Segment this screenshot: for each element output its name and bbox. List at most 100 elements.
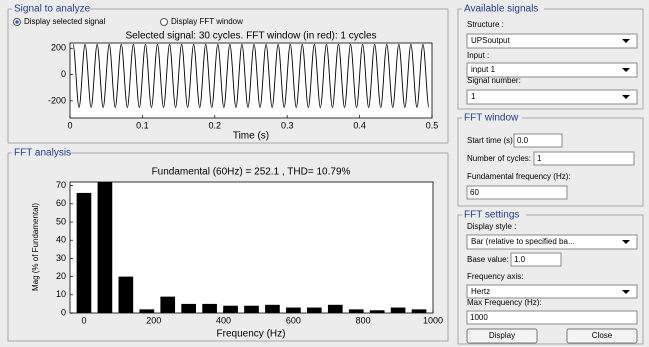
display-button[interactable] <box>466 328 538 344</box>
bar <box>327 304 343 313</box>
dropdown-arrow <box>622 68 630 72</box>
text-field[interactable] <box>533 151 635 166</box>
bar <box>97 182 113 313</box>
field-label: Max Frequency (Hz): <box>467 298 542 307</box>
panel-title: Available signals <box>464 4 538 15</box>
panel-border <box>7 8 449 144</box>
text-field[interactable] <box>466 310 638 325</box>
text-field[interactable] <box>510 252 562 267</box>
bar <box>348 309 364 313</box>
panel-border <box>457 117 644 207</box>
bar <box>265 304 280 313</box>
field-label: Structure : <box>467 20 504 29</box>
field-label: Signal number: <box>467 76 521 85</box>
panel-title: Signal to analyze <box>14 4 91 15</box>
y-tick-label: 40 <box>56 235 66 245</box>
dropdown[interactable] <box>466 234 638 250</box>
panel-title: FFT analysis <box>14 148 71 159</box>
bar <box>390 307 406 313</box>
x-tick-label: 0.4 <box>353 120 366 130</box>
x-tick-label: 0.1 <box>136 120 149 130</box>
x-tick-label: 0.5 <box>426 120 439 130</box>
field-value: 1000 <box>470 313 488 322</box>
panel-title: FFT settings <box>464 210 519 221</box>
y-tick-label: 200 <box>51 43 66 53</box>
text-field[interactable] <box>513 133 563 148</box>
field-label: Fundamental frequency (Hz): <box>467 172 571 181</box>
y-tick-label: -200 <box>48 95 66 105</box>
radio-label: Display selected signal <box>24 17 106 26</box>
bar <box>223 305 238 313</box>
dropdown-arrow <box>622 39 630 43</box>
y-tick-label: 20 <box>56 271 66 281</box>
field-value: 1.0 <box>514 255 526 264</box>
dropdown-arrow <box>622 240 630 244</box>
x-tick-label: 800 <box>356 315 371 325</box>
x-axis-label: Frequency (Hz) <box>217 329 286 340</box>
panel-title-gap <box>12 148 70 158</box>
panel-title-gap <box>462 4 544 14</box>
bar <box>369 310 385 313</box>
x-tick-label: 1000 <box>423 315 443 325</box>
y-tick-label: 30 <box>56 253 66 263</box>
y-tick-label: 0 <box>61 69 66 79</box>
y-axis-label: Mag (% of Fundamental) <box>31 203 40 291</box>
field-value: 1 <box>537 154 542 163</box>
field-value: 0.0 <box>517 136 529 145</box>
dropdown-value: 1 <box>471 92 476 101</box>
x-tick-label: 0.3 <box>281 120 294 130</box>
field-value: 60 <box>470 188 479 197</box>
x-tick-label: 200 <box>146 315 161 325</box>
field-label: Frequency axis: <box>467 272 523 281</box>
y-tick-label: 60 <box>56 198 66 208</box>
button-label: Close <box>592 331 613 340</box>
x-tick-label: 0.2 <box>209 120 222 130</box>
y-tick-label: 50 <box>56 216 66 226</box>
dropdown-arrow <box>622 290 630 294</box>
signal-line <box>72 43 430 108</box>
dropdown[interactable] <box>466 62 638 78</box>
plot-title: Selected signal: 30 cycles. FFT window (… <box>125 31 376 42</box>
field-label: Base value: <box>467 255 509 264</box>
radio-button[interactable] <box>160 18 168 26</box>
field-label: Number of cycles: <box>467 154 531 163</box>
bar <box>118 276 134 313</box>
dropdown-value: input 1 <box>471 65 496 74</box>
x-axis-label: Time (s) <box>233 131 269 142</box>
panel-title-gap <box>12 4 90 14</box>
text-field[interactable] <box>466 185 568 200</box>
dropdown[interactable] <box>466 33 638 49</box>
y-tick-label: 0 <box>61 307 66 317</box>
bar <box>244 305 259 313</box>
dropdown[interactable] <box>466 284 638 299</box>
panel-border <box>7 152 449 342</box>
bar <box>202 303 217 313</box>
x-tick-label: 0 <box>67 120 72 130</box>
field-label: Input : <box>467 51 489 60</box>
bar <box>411 309 427 313</box>
dropdown-value: Hertz <box>471 287 490 296</box>
y-tick-label: 10 <box>56 289 66 299</box>
bar <box>306 307 322 313</box>
bar <box>181 303 197 313</box>
button-label: Display <box>489 331 515 340</box>
field-label: Start time (s): <box>467 136 515 145</box>
y-tick-label: 70 <box>56 180 66 190</box>
bar <box>76 192 92 313</box>
dropdown-value: Bar (relative to specified ba... <box>471 237 575 246</box>
bar <box>139 309 155 313</box>
panel-title: FFT window <box>464 113 519 124</box>
bar <box>160 296 176 313</box>
dropdown[interactable] <box>466 89 638 105</box>
x-tick-label: 0 <box>81 315 86 325</box>
dropdown-arrow <box>622 95 630 99</box>
panel-border <box>457 214 644 345</box>
panel-border <box>457 8 644 110</box>
radio-label: Display FFT window <box>171 17 243 26</box>
x-tick-label: 600 <box>286 315 301 325</box>
dropdown-value: UPSoutput <box>471 36 510 45</box>
close-button[interactable] <box>566 328 638 344</box>
field-label: Display style : <box>467 222 516 231</box>
